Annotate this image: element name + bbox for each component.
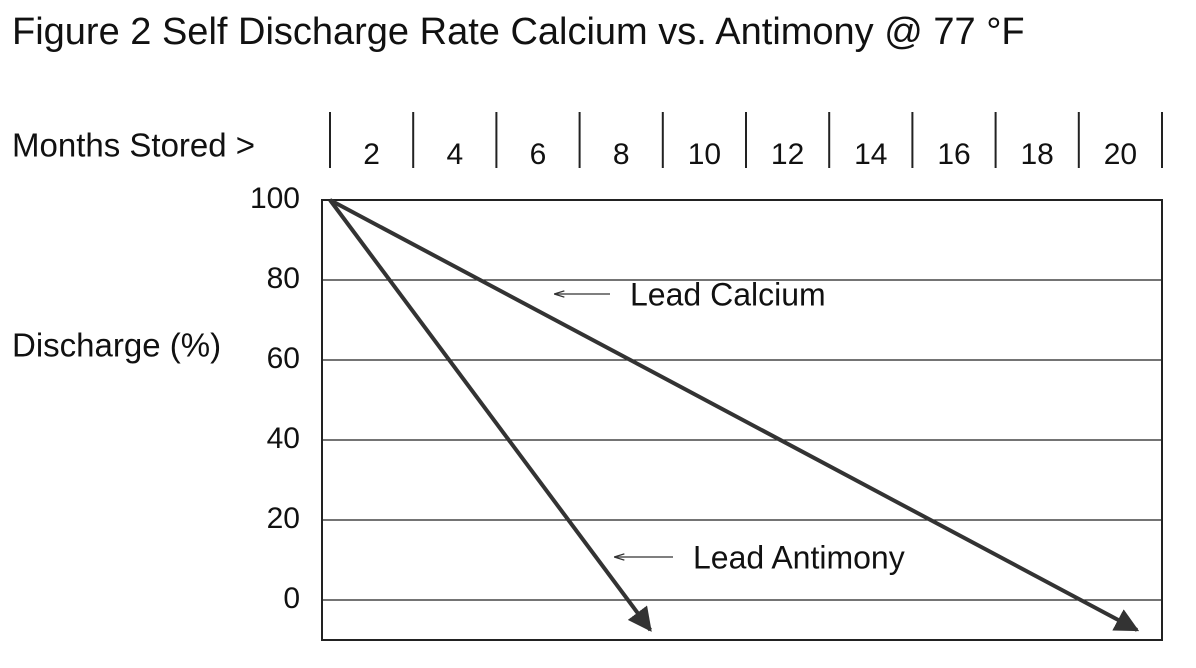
x-tick-label: 18 <box>1021 138 1054 171</box>
x-tick-label: 2 <box>363 138 380 171</box>
legend-label: Lead Antimony <box>693 539 905 575</box>
x-tick-label: 8 <box>613 138 630 171</box>
x-tick-label: 4 <box>446 138 463 171</box>
x-tick-label: 20 <box>1104 138 1137 171</box>
y-tick-label: 100 <box>250 182 300 215</box>
x-axis-label: Months Stored > <box>12 127 255 164</box>
series-line <box>328 198 652 632</box>
x-tick-label: 12 <box>771 138 804 171</box>
x-tick-label: 6 <box>530 138 547 171</box>
y-tick-label: 80 <box>267 262 300 295</box>
series-line <box>329 198 1140 632</box>
x-tick-label: 10 <box>688 138 721 171</box>
chart-title: Figure 2 Self Discharge Rate Calcium vs.… <box>12 11 1025 53</box>
y-tick-label: 60 <box>267 342 300 375</box>
y-tick-label: 0 <box>283 582 300 615</box>
y-tick-label: 40 <box>267 422 300 455</box>
y-axis-label: Discharge (%) <box>12 327 221 364</box>
y-tick-label: 20 <box>267 502 300 535</box>
legend-label: Lead Calcium <box>630 276 826 312</box>
x-tick-label: 14 <box>854 138 887 171</box>
x-tick-label: 16 <box>937 138 970 171</box>
